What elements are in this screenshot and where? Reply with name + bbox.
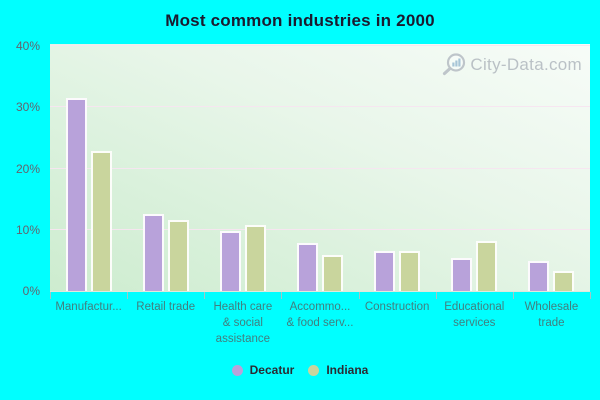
bar-group-3 — [281, 44, 358, 291]
bar-group-0 — [50, 44, 127, 291]
bar-group-4 — [359, 44, 436, 291]
bar-decatur-6 — [528, 261, 550, 291]
x-category-label-4: Construction — [364, 301, 430, 313]
x-category-label-3: Accommo... & food serv... — [286, 301, 354, 330]
bar-decatur-1 — [142, 214, 164, 291]
x-category-label-2: Health care & social assistance — [213, 301, 273, 346]
legend-label: Decatur — [249, 363, 295, 377]
x-axis-labels: Manufactur... Retail trade Health care & so… — [50, 299, 590, 347]
bar-decatur-2 — [219, 230, 241, 291]
legend-dot-indiana — [308, 364, 320, 376]
y-tick-label-20%: 20% — [15, 161, 40, 176]
bar-indiana-1 — [167, 219, 189, 291]
x-tick — [435, 292, 437, 299]
x-category-label-5: Educational services — [444, 301, 505, 330]
bar-group-2 — [204, 44, 281, 291]
legend-dot-decatur — [231, 364, 243, 376]
x-tick — [358, 292, 360, 299]
x-tick — [204, 292, 206, 299]
y-tick-label-0%: 0% — [22, 284, 40, 298]
legend: Decatur Indiana — [0, 363, 600, 377]
x-tick — [590, 292, 591, 299]
y-axis-labels: 0% 10% 20% 30% 40% — [0, 39, 48, 298]
watermark: City-Data.com — [441, 52, 582, 78]
bar-indiana-5 — [476, 240, 498, 291]
bar-group-1 — [127, 44, 204, 291]
y-tick-label-10%: 10% — [15, 222, 40, 237]
x-axis-ticks — [50, 292, 591, 299]
bar-indiana-2 — [244, 224, 266, 291]
bar-decatur-4 — [374, 251, 396, 291]
magnifier-chart-icon — [443, 53, 466, 76]
gridline-30 — [50, 106, 590, 108]
bar-groups — [50, 44, 590, 291]
x-tick — [50, 292, 51, 299]
chart-title: Most common industries in 2000 — [165, 11, 435, 30]
x-tick — [281, 292, 283, 299]
bar-decatur-5 — [451, 257, 473, 291]
x-category-label-0: Manufactur... — [55, 301, 122, 313]
bar-indiana-4 — [399, 250, 421, 291]
bar-group-5 — [436, 44, 513, 291]
watermark-text: City-Data.com — [470, 55, 582, 74]
y-tick-label-40%: 40% — [15, 39, 40, 53]
legend-item-decatur: Decatur — [231, 363, 295, 377]
gridline-10 — [50, 228, 590, 230]
bar-indiana-0 — [90, 151, 112, 291]
x-tick — [127, 292, 129, 299]
bar-indiana-6 — [553, 271, 575, 291]
x-category-label-6: Wholesale trade — [524, 301, 579, 330]
x-category-label-1: Retail trade — [136, 301, 196, 313]
x-tick — [512, 292, 514, 299]
gridline-40 — [50, 45, 590, 46]
bar-indiana-3 — [321, 255, 343, 291]
legend-label: Indiana — [326, 363, 369, 377]
legend-item-indiana: Indiana — [308, 363, 368, 377]
bar-group-6 — [513, 44, 590, 291]
bar-decatur-3 — [296, 243, 318, 291]
bar-decatur-0 — [65, 98, 87, 291]
y-tick-label-30%: 30% — [15, 100, 40, 115]
plot-area: City-Data.com — [50, 44, 590, 292]
gridline-20 — [50, 167, 590, 169]
